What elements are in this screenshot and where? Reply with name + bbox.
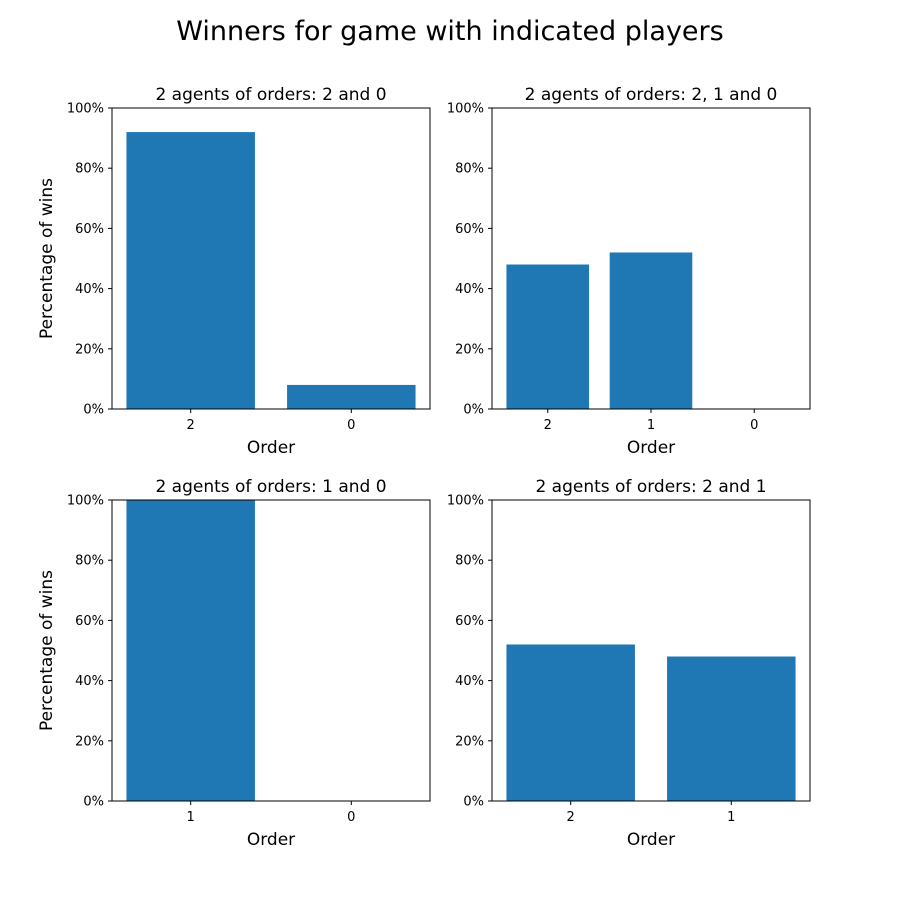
bar-0	[287, 384, 416, 409]
y-tick-label: 80%	[75, 162, 104, 177]
y-tick-label: 0%	[83, 403, 104, 418]
x-axis-label: Order	[247, 438, 295, 458]
figure-title: Winners for game with indicated players	[176, 16, 723, 47]
x-axis-label: Order	[627, 438, 675, 458]
subplot-grid: 0%20%40%60%80%100%2 02 agents of orders: …	[37, 85, 811, 850]
subplot-1: 0% 20% 40% 60% 80% 100% 2 0 2 agents of orders: …	[37, 85, 431, 458]
y-tick-label: 40%	[75, 674, 104, 689]
y-tick-label: 20%	[75, 734, 104, 749]
y-axis-label: Percentage of wins	[37, 570, 57, 731]
x-tick-label: 0	[347, 418, 355, 433]
x-tick-label: 2	[567, 810, 575, 825]
y-tick-label: 100%	[447, 494, 484, 509]
x-tick-label: 0	[750, 418, 758, 433]
y-tick-label: 60%	[455, 614, 484, 629]
y-tick-label: 0%	[83, 795, 104, 810]
bar-1	[667, 656, 796, 801]
y-tick-label: 20%	[75, 342, 104, 357]
subplot-title: 2 agents of orders: 2, 1 and 0	[525, 85, 778, 105]
x-tick-label: 1	[727, 810, 735, 825]
subplot-4: 0% 20% 40% 60% 80% 100% 2 1 2 agents of orders: …	[447, 477, 811, 850]
y-tick-label: 40%	[75, 282, 104, 297]
subplot-3: 0% 20% 40% 60% 80% 100% 1 0 2 agents of orders: …	[37, 477, 431, 850]
y-tick-label: 80%	[455, 554, 484, 569]
subplot-title: 2 agents of orders: 2 and 0	[155, 85, 386, 105]
y-tick-label: 60%	[75, 222, 104, 237]
y-tick-label: 0%	[463, 795, 484, 810]
y-axis-label: Percentage of wins	[37, 178, 57, 339]
bar-1	[126, 500, 255, 801]
axes-frame	[111, 499, 431, 802]
y-tick-label: 0%	[463, 403, 484, 418]
y-tick-label: 40%	[455, 282, 484, 297]
y-tick-label: 80%	[455, 162, 484, 177]
y-tick-label: 60%	[75, 614, 104, 629]
subplot-2: 0% 20% 40% 60% 80% 100% 2 1 0 2 agents of orders:…	[447, 85, 811, 458]
bar-2	[506, 644, 635, 801]
axes-frame	[111, 107, 431, 410]
y-tick-label: 100%	[447, 102, 484, 117]
x-tick-label: 2	[187, 418, 195, 433]
x-axis-label: Order	[627, 830, 675, 850]
bar-2	[126, 132, 255, 409]
bar-1	[609, 252, 693, 409]
y-tick-label: 100%	[67, 494, 104, 509]
subplot-title: 2 agents of orders: 1 and 0	[155, 477, 386, 497]
subplot-title: 2 agents of orders: 2 and 1	[535, 477, 766, 497]
y-tick-label: 20%	[455, 734, 484, 749]
y-tick-label: 20%	[455, 342, 484, 357]
y-tick-label: 40%	[455, 674, 484, 689]
axes-frame	[491, 499, 811, 802]
y-tick-label: 100%	[67, 102, 104, 117]
x-tick-label: 1	[187, 810, 195, 825]
x-tick-label: 0	[347, 810, 355, 825]
x-tick-label: 1	[647, 418, 655, 433]
y-tick-label: 80%	[75, 554, 104, 569]
bar-2	[506, 264, 590, 409]
y-tick-label: 60%	[455, 222, 484, 237]
x-tick-label: 2	[544, 418, 552, 433]
x-axis-label: Order	[247, 830, 295, 850]
